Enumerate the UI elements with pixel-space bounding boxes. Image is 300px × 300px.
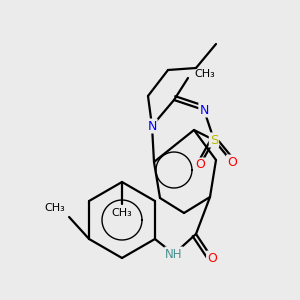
Text: CH₃: CH₃	[112, 208, 132, 218]
Text: NH: NH	[165, 248, 183, 260]
Text: N: N	[147, 119, 157, 133]
Text: O: O	[227, 155, 237, 169]
Text: CH₃: CH₃	[44, 203, 65, 213]
Text: N: N	[199, 103, 209, 116]
Text: S: S	[210, 134, 218, 146]
Text: O: O	[195, 158, 205, 172]
Text: O: O	[207, 251, 217, 265]
Text: CH₃: CH₃	[194, 69, 215, 79]
